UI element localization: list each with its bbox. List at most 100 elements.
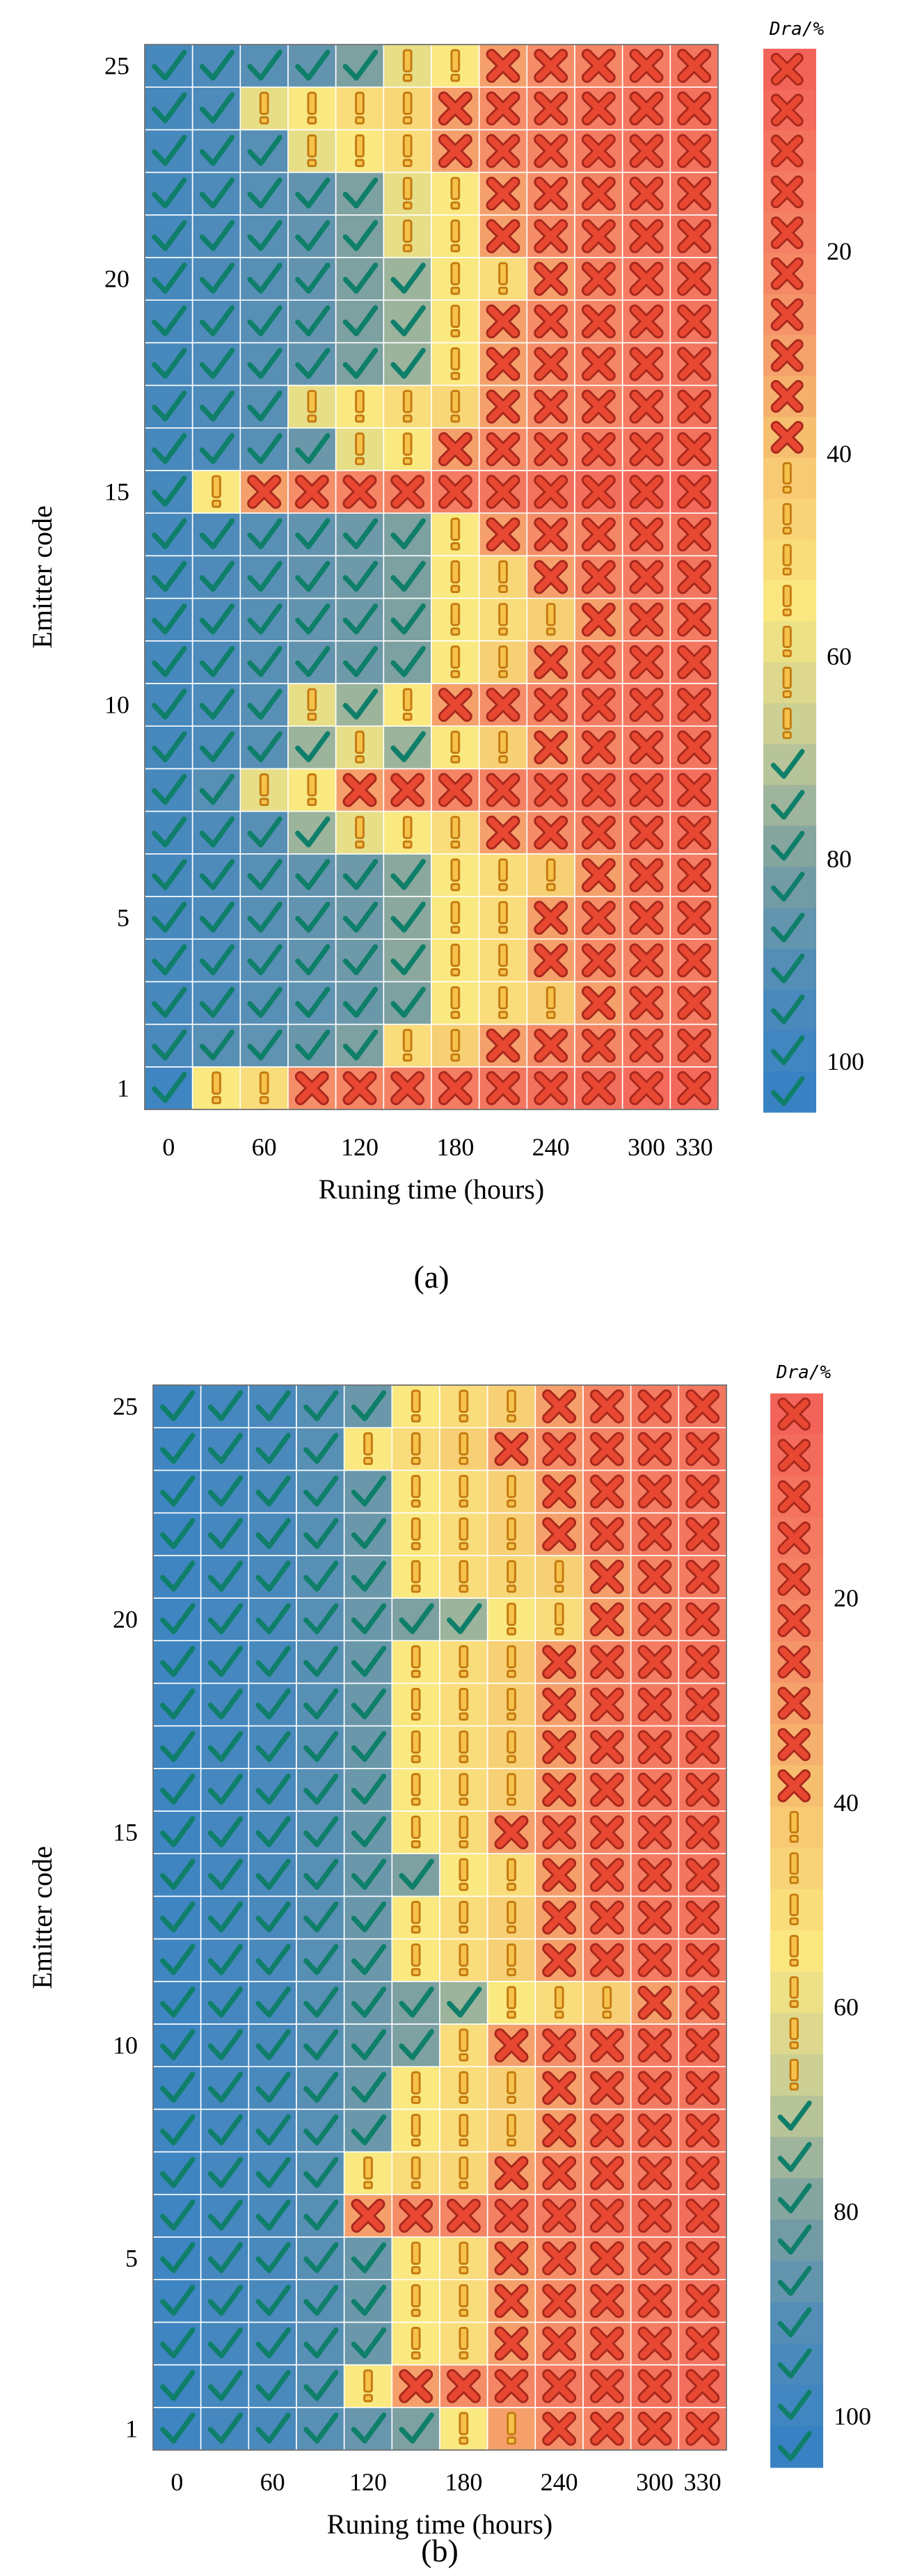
cross-icon (677, 773, 712, 807)
cross-icon (685, 2028, 720, 2063)
check-icon (447, 1603, 482, 1634)
cross-icon (390, 773, 425, 807)
exclaim-icon (259, 1071, 269, 1105)
check-icon (247, 646, 283, 677)
x-axis-label: Runing time (hours) (327, 2508, 552, 2540)
check-icon (247, 688, 283, 720)
check-icon (199, 816, 235, 848)
x-tick-label: 180 (445, 2468, 482, 2496)
check-icon (295, 731, 331, 763)
exclaim-icon (402, 49, 413, 82)
exclaim-icon (459, 1389, 469, 1423)
check-icon (199, 731, 235, 763)
check-icon (303, 1560, 339, 1592)
cross-icon (534, 389, 568, 424)
exclaim-icon (459, 1475, 469, 1508)
check-icon (295, 177, 331, 209)
check-icon (255, 1390, 291, 1421)
exclaim-icon (402, 1029, 413, 1062)
cross-icon (677, 176, 712, 211)
cross-icon (589, 1943, 624, 1977)
colorbar-tick-label: 20 (834, 1584, 859, 1612)
exclaim-icon (498, 262, 508, 295)
check-icon (247, 816, 283, 848)
check-icon (390, 347, 426, 379)
check-icon (295, 901, 331, 933)
exclaim-icon (355, 432, 365, 466)
check-icon (199, 262, 235, 294)
exclaim-icon (782, 666, 792, 699)
exclaim-icon (507, 1560, 516, 1593)
exclaim-icon (507, 1730, 516, 1764)
exclaim-icon (402, 432, 413, 466)
cross-icon (637, 1517, 672, 1551)
exclaim-icon (459, 2028, 469, 2062)
check-icon (152, 944, 187, 976)
exclaim-icon (507, 1986, 516, 2019)
check-icon (770, 830, 805, 861)
exclaim-icon (402, 688, 413, 721)
check-icon (390, 518, 426, 550)
cross-icon (534, 347, 568, 381)
cross-icon (390, 475, 425, 509)
check-icon (160, 2029, 196, 2060)
exclaim-icon (507, 1688, 516, 1721)
check-icon (207, 2199, 244, 2231)
cross-icon (685, 2071, 720, 2105)
cross-icon (542, 2411, 577, 2446)
exclaim-icon (546, 858, 556, 892)
cross-icon (629, 901, 664, 935)
cross-icon (685, 1645, 720, 1680)
check-icon (303, 1858, 339, 1890)
cross-icon (534, 262, 568, 297)
cross-icon (589, 1772, 624, 1807)
cross-icon (629, 1028, 664, 1063)
exclaim-icon (411, 1688, 421, 1721)
check-icon (160, 1645, 196, 1677)
check-icon (160, 1475, 196, 1507)
exclaim-icon (355, 91, 365, 125)
exclaim-icon (782, 585, 792, 617)
cross-icon (589, 2156, 624, 2190)
cross-icon (637, 1474, 672, 1509)
cross-icon (438, 432, 472, 466)
check-icon (152, 177, 187, 209)
check-icon (342, 646, 379, 677)
colorbar-title: Dra/% (776, 1362, 832, 1383)
check-icon (207, 1688, 244, 1720)
exclaim-icon (402, 177, 413, 210)
cross-icon (581, 432, 616, 466)
cross-icon (629, 602, 664, 637)
check-icon (295, 986, 331, 1018)
cross-icon (446, 2198, 481, 2233)
check-icon (303, 1390, 339, 1421)
cross-icon (685, 1730, 720, 1764)
check-icon (303, 1773, 339, 1805)
check-icon (152, 646, 187, 677)
check-icon (160, 1432, 196, 1464)
exclaim-icon (546, 986, 556, 1020)
cross-icon (677, 858, 712, 892)
exclaim-icon (450, 49, 461, 82)
check-icon (390, 603, 426, 635)
exclaim-icon (602, 1986, 612, 2019)
y-tick-label: 10 (113, 2032, 138, 2060)
colorbar-tick-label: 40 (827, 440, 852, 468)
cross-icon (637, 1943, 672, 1977)
cross-icon (534, 1070, 568, 1105)
exclaim-icon (498, 645, 508, 679)
check-icon (199, 390, 235, 422)
check-icon (160, 1688, 196, 1720)
exclaim-icon (459, 1432, 469, 1465)
check-icon (351, 1517, 387, 1549)
y-axis-label: Emitter code (26, 1846, 58, 1989)
x-tick-label: 60 (252, 1133, 277, 1161)
cross-icon (486, 773, 520, 807)
cross-icon (770, 339, 804, 372)
check-icon (447, 1986, 482, 2018)
cross-icon (589, 2028, 624, 2063)
cross-icon (589, 1730, 624, 1764)
exclaim-icon (459, 1858, 469, 1891)
x-tick-label: 330 (684, 2468, 722, 2496)
